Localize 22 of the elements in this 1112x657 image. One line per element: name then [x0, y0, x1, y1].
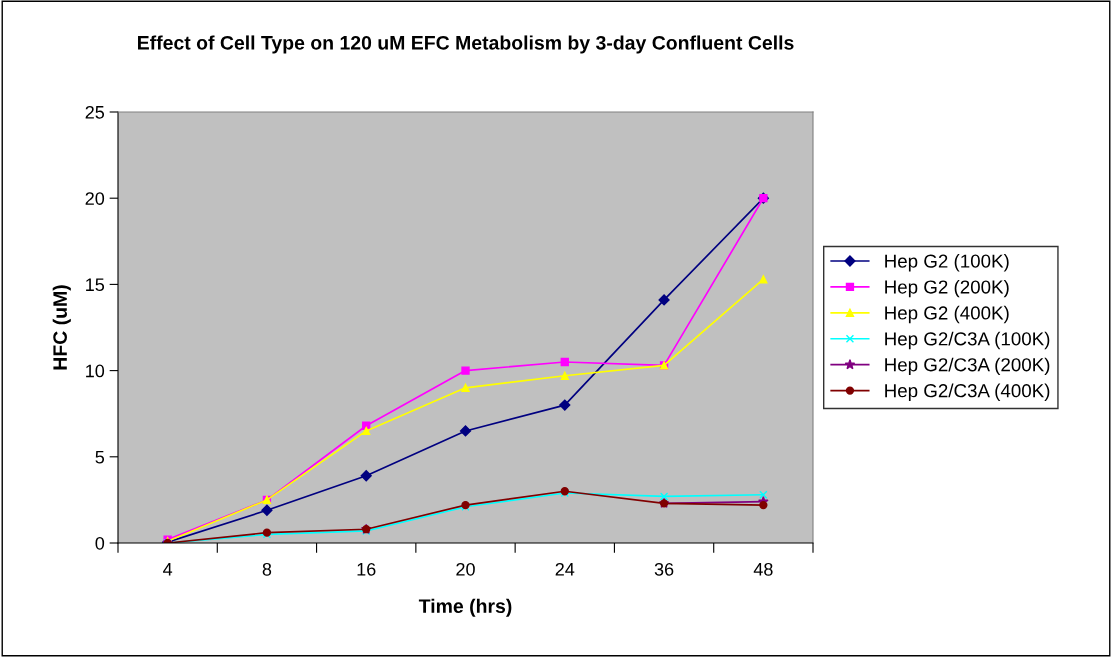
y-axis-title: HFC (uM)	[52, 285, 71, 370]
x-tick-label: 36	[654, 562, 674, 576]
y-tick-label: 15	[86, 278, 105, 292]
legend-label: Hep G2/C3A (100K)	[885, 331, 1050, 350]
x-tick-label: 20	[456, 562, 475, 576]
legend-label: Hep G2 (400K)	[885, 305, 1009, 324]
legend-label: Hep G2 (100K)	[885, 253, 1009, 272]
x-tick-label: 48	[753, 562, 773, 576]
y-tick-label: 0	[95, 536, 105, 550]
x-tick-label: 8	[262, 562, 272, 576]
x-tick-label: 4	[163, 563, 173, 576]
chart-title: Effect of Cell Type on 120 uM EFC Metabolism by 3-day Confluent Cells	[138, 35, 794, 54]
legend-label: Hep G2/C3A (200K)	[885, 357, 1050, 376]
legend-label: Hep G2 (200K)	[885, 279, 1009, 298]
legend-label: Hep G2/C3A (400K)	[885, 383, 1050, 402]
y-tick-label: 25	[85, 105, 105, 119]
x-tick-label: 24	[555, 562, 575, 576]
x-axis-title: Time (hrs)	[418, 598, 512, 617]
y-tick-label: 20	[85, 192, 105, 205]
x-tick-label: 16	[357, 562, 376, 576]
y-tick-label: 5	[95, 450, 105, 464]
y-tick-label: 10	[86, 364, 105, 378]
